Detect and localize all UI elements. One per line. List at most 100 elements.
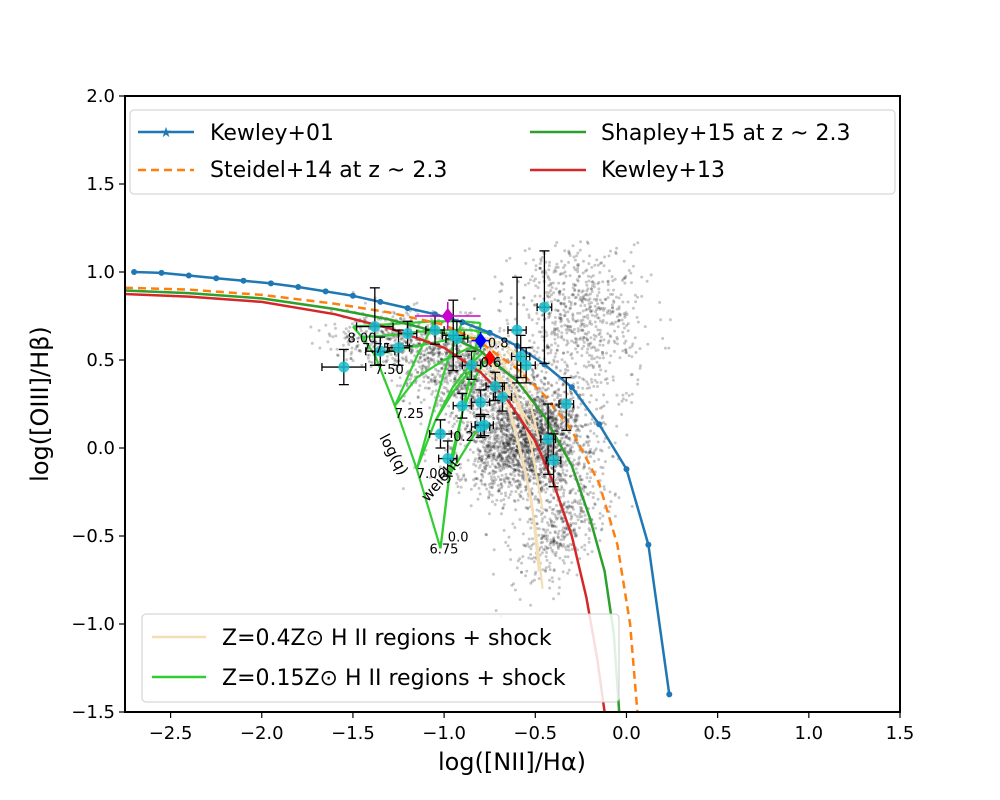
- background-sample-dot: [541, 540, 545, 544]
- background-sample-dot: [564, 274, 568, 278]
- background-sample-dot: [537, 455, 541, 459]
- background-sample-dot: [535, 395, 539, 399]
- background-sample-dot: [554, 446, 558, 449]
- background-sample-dot: [465, 425, 469, 429]
- background-sample-dot: [565, 469, 569, 473]
- background-sample-dot: [503, 416, 507, 420]
- background-sample-dot: [490, 441, 494, 445]
- background-sample-dot: [552, 270, 556, 274]
- background-sample-dot: [559, 432, 563, 436]
- background-sample-dot: [495, 458, 499, 461]
- background-sample-dot: [555, 451, 558, 455]
- background-sample-dot: [484, 467, 487, 471]
- background-sample-dot: [584, 440, 588, 444]
- background-sample-dot: [546, 345, 550, 349]
- background-sample-dot: [589, 346, 593, 350]
- background-sample-dot: [602, 421, 606, 424]
- background-sample-dot: [540, 429, 544, 433]
- background-sample-dot: [334, 326, 337, 330]
- background-sample-dot: [603, 255, 607, 259]
- background-sample-dot: [538, 400, 542, 404]
- background-sample-dot: [499, 418, 503, 422]
- background-sample-dot: [559, 479, 563, 483]
- background-sample-dot: [493, 401, 497, 405]
- background-sample-dot: [536, 411, 540, 415]
- background-sample-dot: [386, 331, 390, 335]
- background-sample-dot: [549, 383, 553, 387]
- background-sample-dot: [615, 315, 619, 319]
- background-sample-dot: [617, 296, 621, 300]
- background-sample-dot: [530, 367, 534, 371]
- background-sample-dot: [563, 479, 567, 483]
- background-sample-dot: [547, 264, 551, 268]
- background-sample-dot: [548, 568, 552, 572]
- background-sample-dot: [544, 530, 548, 534]
- background-sample-dot: [562, 463, 565, 467]
- background-sample-dot: [481, 475, 485, 479]
- background-sample-dot: [483, 449, 487, 453]
- background-sample-dot: [536, 373, 540, 377]
- background-sample-dot: [578, 475, 582, 479]
- background-sample-dot: [598, 363, 601, 367]
- background-sample-dot: [575, 471, 579, 475]
- background-sample-dot: [609, 322, 612, 326]
- background-sample-dot: [571, 487, 575, 491]
- background-sample-dot: [479, 379, 483, 382]
- background-sample-dot: [510, 389, 514, 393]
- background-sample-dot: [493, 503, 497, 506]
- background-sample-dot: [540, 403, 544, 407]
- background-sample-dot: [481, 461, 485, 465]
- background-sample-dot: [584, 450, 588, 454]
- background-sample-dot: [555, 348, 559, 352]
- background-sample-dot: [543, 376, 547, 380]
- background-sample-dot: [624, 339, 628, 343]
- background-sample-dot: [537, 474, 541, 478]
- background-sample-dot: [509, 448, 513, 452]
- background-sample-dot: [611, 306, 615, 310]
- background-sample-dot: [539, 419, 543, 423]
- background-sample-dot: [534, 417, 538, 421]
- background-sample-dot: [489, 445, 493, 449]
- background-sample-dot: [559, 320, 563, 324]
- background-sample-dot: [581, 386, 585, 390]
- background-sample-dot: [351, 359, 355, 363]
- background-sample-dot: [492, 438, 496, 441]
- background-sample-dot: [551, 393, 554, 397]
- background-sample-dot: [404, 357, 408, 361]
- background-sample-dot: [501, 433, 505, 437]
- background-sample-dot: [593, 304, 597, 308]
- background-sample-dot: [532, 303, 536, 307]
- background-sample-dot: [488, 449, 492, 453]
- background-sample-dot: [506, 439, 510, 443]
- background-sample-dot: [524, 455, 528, 459]
- background-sample-dot: [497, 308, 501, 312]
- background-sample-dot: [491, 407, 495, 411]
- background-sample-dot: [395, 384, 399, 388]
- background-sample-dot: [538, 431, 542, 435]
- background-sample-dot: [557, 410, 561, 413]
- background-sample-dot: [584, 308, 588, 312]
- background-sample-dot: [466, 420, 469, 424]
- background-sample-dot: [499, 483, 503, 486]
- background-sample-dot: [554, 408, 558, 412]
- background-sample-dot: [362, 317, 366, 320]
- background-sample-dot: [612, 349, 616, 353]
- background-sample-dot: [463, 383, 467, 387]
- background-sample-dot: [560, 425, 564, 429]
- background-sample-dot: [548, 411, 552, 415]
- background-sample-dot: [495, 444, 499, 448]
- background-sample-dot: [563, 424, 567, 428]
- background-sample-dot: [557, 387, 561, 391]
- background-sample-dot: [502, 441, 506, 445]
- background-sample-dot: [517, 492, 521, 496]
- background-sample-dot: [508, 383, 512, 387]
- background-sample-dot: [589, 429, 592, 433]
- background-sample-dot: [556, 425, 560, 429]
- background-sample-dot: [467, 401, 471, 405]
- background-sample-dot: [586, 423, 590, 427]
- background-sample-dot: [596, 440, 600, 444]
- background-sample-dot: [440, 352, 444, 356]
- background-sample-dot: [510, 466, 514, 470]
- background-sample-dot: [624, 348, 628, 352]
- background-sample-dot: [511, 439, 515, 443]
